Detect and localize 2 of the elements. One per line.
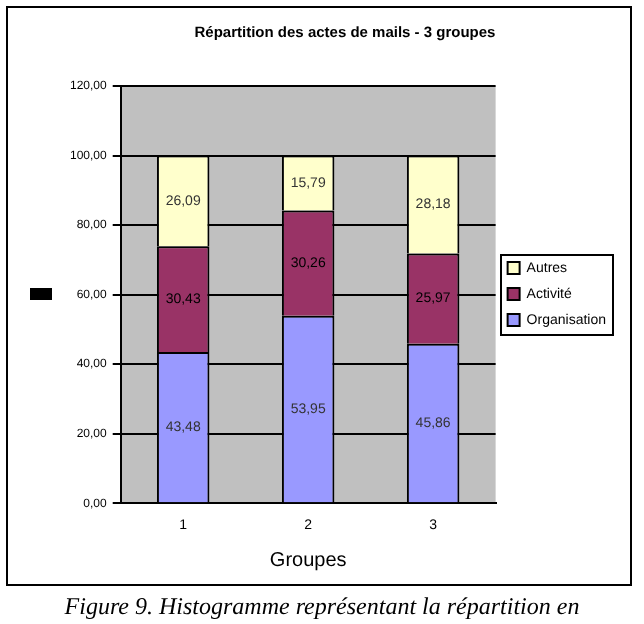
x-axis-title: Groupes <box>269 549 347 572</box>
caption: Figure 9. Histogramme représentant la répartition en <box>62 592 582 622</box>
